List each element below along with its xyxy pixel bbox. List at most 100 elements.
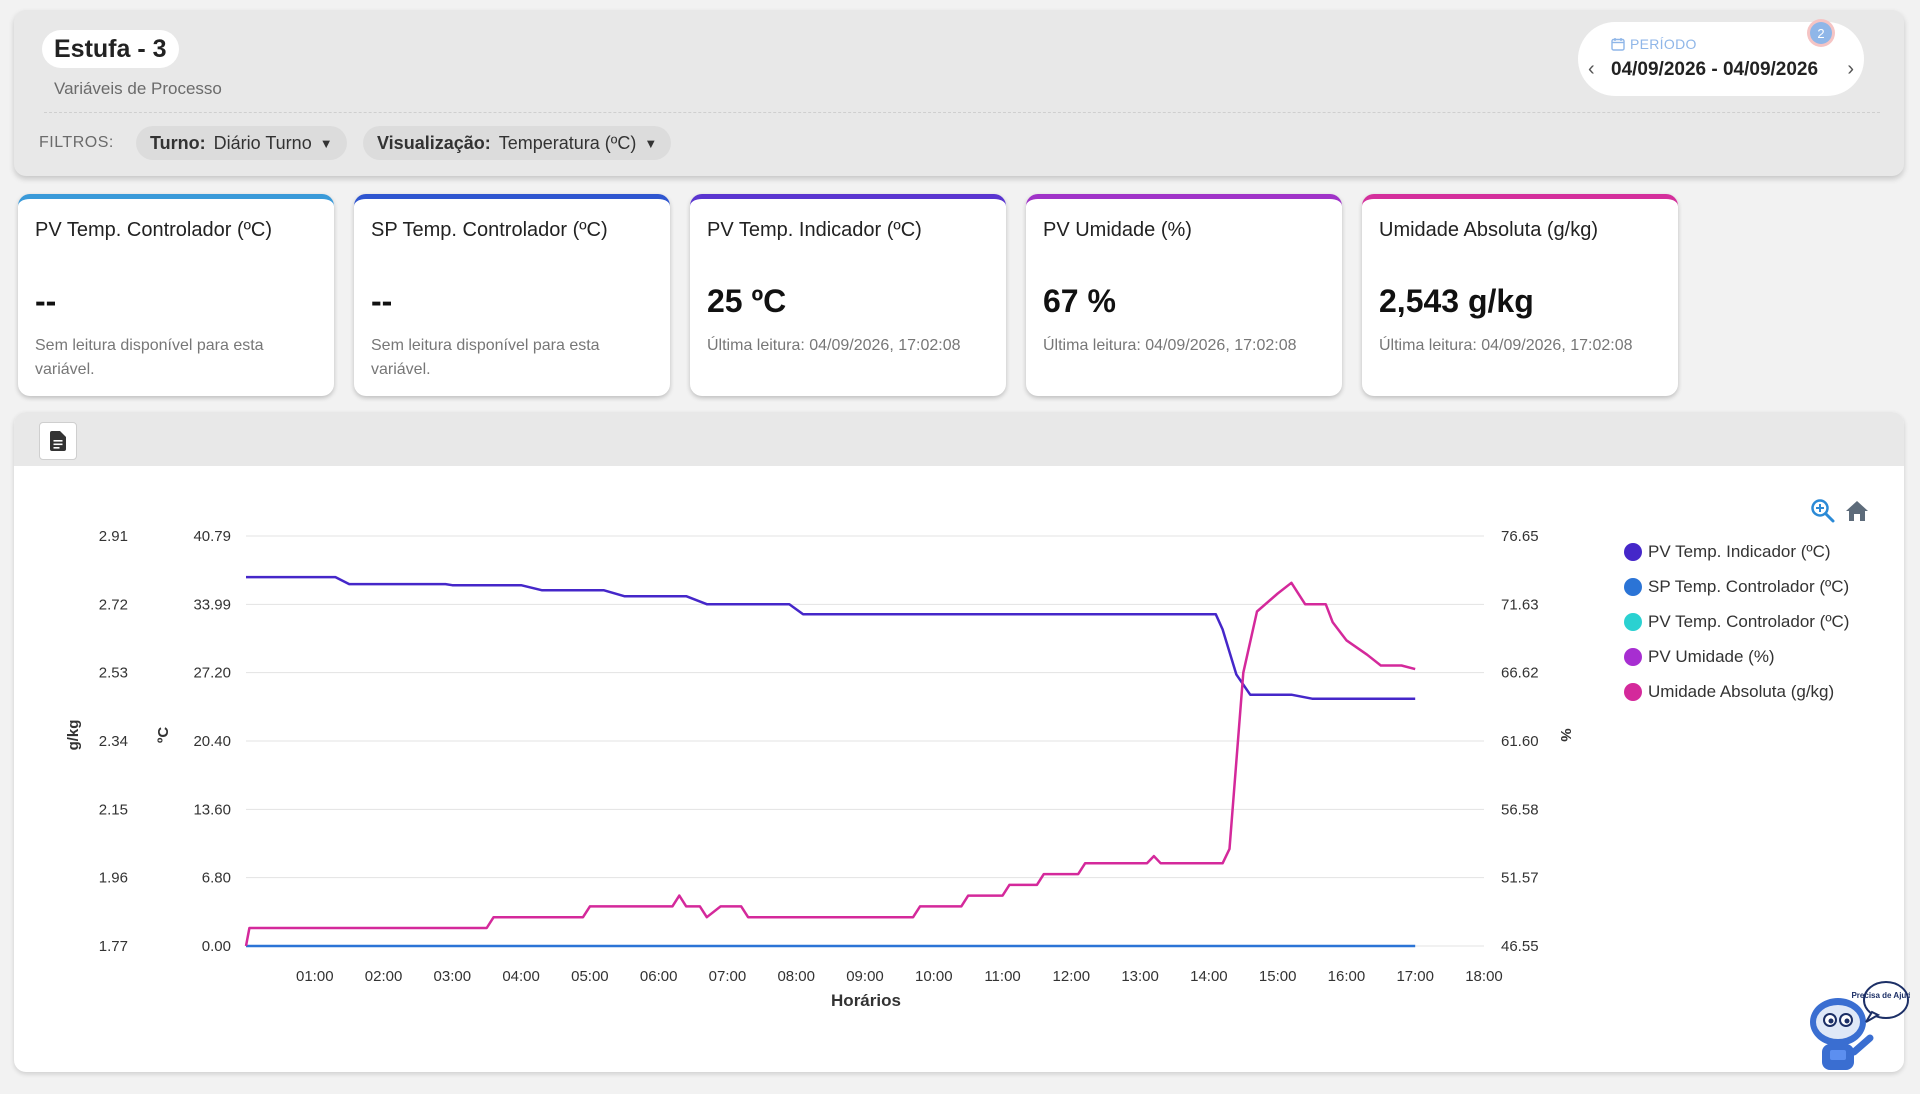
x-tick-label: 02:00 — [365, 968, 403, 985]
header-panel: Estufa - 3 Variáveis de Processo PERÍODO… — [14, 10, 1904, 176]
y-tick-label: 56.58 — [1501, 801, 1539, 818]
kpi-card-title: PV Temp. Controlador (ºC) — [35, 219, 273, 241]
x-tick-label: 07:00 — [709, 968, 747, 985]
kpi-card: PV Temp. Indicador (ºC) 25 ºC Última leitu… — [690, 194, 1006, 396]
x-tick-label: 04:00 — [502, 968, 540, 985]
x-tick-label: 12:00 — [1053, 968, 1091, 985]
chart-panel: 2.91 2.72 2.53 2.34 2.15 1.96 1.77 40.79 33.99 27… — [14, 412, 1904, 1072]
legend-marker — [1624, 612, 1642, 631]
period-selector[interactable]: PERÍODO 04/09/2026 - 04/09/2026 ‹ › 2 — [1578, 22, 1864, 96]
legend-marker — [1624, 647, 1642, 666]
help-bubble-text: Precisa de Ajuda? — [1851, 991, 1910, 1000]
caret-down-icon: ▼ — [319, 135, 333, 151]
y-tick-label: 27.20 — [193, 665, 231, 682]
kpi-card-description: Sem leitura disponível para esta variáve… — [35, 337, 264, 378]
y-tick-label: 40.79 — [193, 528, 231, 545]
filters-label: FILTROS: — [39, 134, 114, 151]
kpi-card-value: 2,543 g/kg — [1379, 283, 1534, 319]
filter-turno[interactable]: Turno: Diário Turno ▼ — [136, 126, 347, 160]
chart-legend: PV Temp. Indicador (ºC) SP Temp. Controla… — [1624, 534, 1849, 709]
filter-value: Diário Turno — [213, 132, 312, 153]
y-tick-label: 2.34 — [99, 733, 128, 750]
export-button[interactable] — [39, 422, 77, 460]
kpi-card-description: Última leitura: 04/09/2026, 17:02:08 — [1043, 337, 1297, 354]
y-tick-label: 76.65 — [1501, 528, 1539, 545]
legend-marker — [1624, 577, 1642, 596]
kpi-card-description: Última leitura: 04/09/2026, 17:02:08 — [1379, 337, 1633, 354]
x-tick-label: 06:00 — [640, 968, 678, 985]
x-tick-label: 18:00 — [1465, 968, 1503, 985]
x-tick-label: 08:00 — [777, 968, 815, 985]
y-axis-title: % — [1557, 728, 1574, 741]
legend-item[interactable]: SP Temp. Controlador (ºC) — [1624, 569, 1849, 604]
page-title: Estufa - 3 — [42, 30, 179, 68]
legend-item[interactable]: PV Temp. Indicador (ºC) — [1624, 534, 1849, 569]
kpi-card-description: Sem leitura disponível para esta variáve… — [371, 337, 600, 378]
chevron-right-icon[interactable]: › — [1847, 58, 1854, 80]
y-tick-label: 51.57 — [1501, 870, 1539, 887]
kpi-card-title: SP Temp. Controlador (ºC) — [371, 219, 608, 241]
page-subtitle: Variáveis de Processo — [54, 79, 222, 98]
y-tick-label: 6.80 — [202, 870, 231, 887]
y-tick-label: 71.63 — [1501, 596, 1539, 613]
legend-label: SP Temp. Controlador (ºC) — [1648, 576, 1850, 596]
kpi-card-value: 67 % — [1043, 283, 1116, 319]
document-icon — [50, 431, 66, 451]
line-chart: 2.91 2.72 2.53 2.34 2.15 1.96 1.77 40.79 33.99 27… — [65, 528, 1574, 1010]
help-assistant-mascot[interactable]: Precisa de Ajuda? — [1790, 960, 1910, 1080]
zoom-icon[interactable] — [1810, 498, 1836, 524]
notification-badge[interactable]: 2 — [1810, 22, 1832, 44]
kpi-card-title: PV Umidade (%) — [1043, 219, 1192, 241]
x-tick-label: 01:00 — [296, 968, 334, 985]
period-dates[interactable]: 04/09/2026 - 04/09/2026 — [1611, 59, 1819, 80]
y-tick-label: 1.77 — [99, 938, 128, 955]
legend-marker — [1624, 542, 1642, 561]
y-tick-label: 2.91 — [99, 528, 128, 545]
y-axis-title: ºC — [155, 727, 172, 743]
series-line — [246, 575, 1416, 700]
x-tick-label: 15:00 — [1259, 968, 1297, 985]
x-tick-label: 14:00 — [1190, 968, 1228, 985]
x-tick-label: 16:00 — [1328, 968, 1366, 985]
legend-label: PV Umidade (%) — [1648, 646, 1775, 666]
legend-label: Umidade Absoluta (g/kg) — [1648, 681, 1835, 701]
x-tick-label: 17:00 — [1396, 968, 1434, 985]
legend-item[interactable]: PV Umidade (%) — [1624, 639, 1849, 674]
y-tick-label: 0.00 — [202, 938, 231, 955]
chevron-left-icon[interactable]: ‹ — [1588, 58, 1595, 80]
y-tick-label: 33.99 — [193, 596, 231, 613]
x-tick-label: 13:00 — [1121, 968, 1159, 985]
legend-item[interactable]: Umidade Absoluta (g/kg) — [1624, 674, 1849, 709]
kpi-card: PV Umidade (%) 67 % Última leitura: 04/09/… — [1026, 194, 1342, 396]
y-tick-label: 66.62 — [1501, 665, 1539, 682]
legend-label: PV Temp. Controlador (ºC) — [1648, 611, 1850, 631]
x-tick-label: 05:00 — [571, 968, 609, 985]
calendar-icon — [1611, 38, 1625, 51]
legend-item[interactable]: PV Temp. Controlador (ºC) — [1624, 604, 1849, 639]
x-tick-label: 11:00 — [984, 968, 1020, 985]
caret-down-icon: ▼ — [644, 135, 658, 151]
filter-label: Visualização: — [377, 132, 491, 153]
kpi-card: SP Temp. Controlador (ºC) -- Sem leitura d… — [354, 194, 670, 396]
y-tick-label: 2.15 — [99, 801, 128, 818]
kpi-card: Umidade Absoluta (g/kg) 2,543 g/kg Última … — [1362, 194, 1678, 396]
kpi-card-title: PV Temp. Indicador (ºC) — [707, 219, 922, 241]
chart-toolbar — [14, 412, 1904, 466]
divider — [44, 112, 1880, 113]
kpi-card-title: Umidade Absoluta (g/kg) — [1379, 219, 1599, 241]
legend-marker — [1624, 682, 1642, 701]
kpi-card-description: Última leitura: 04/09/2026, 17:02:08 — [707, 337, 961, 354]
y-tick-label: 2.72 — [99, 596, 128, 613]
filter-visualizacao[interactable]: Visualização: Temperatura (ºC) ▼ — [363, 126, 672, 160]
legend-label: PV Temp. Indicador (ºC) — [1648, 541, 1831, 561]
kpi-card-value: -- — [35, 283, 57, 319]
y-tick-label: 13.60 — [193, 801, 231, 818]
x-tick-label: 03:00 — [434, 968, 472, 985]
kpi-card-value: -- — [371, 283, 393, 319]
kpi-card-value: 25 ºC — [707, 283, 787, 319]
y-axis-title: g/kg — [65, 720, 82, 751]
y-tick-label: 20.40 — [193, 733, 231, 750]
home-icon[interactable] — [1844, 498, 1870, 524]
y-tick-label: 46.55 — [1501, 938, 1539, 955]
period-label: PERÍODO — [1611, 36, 1697, 52]
